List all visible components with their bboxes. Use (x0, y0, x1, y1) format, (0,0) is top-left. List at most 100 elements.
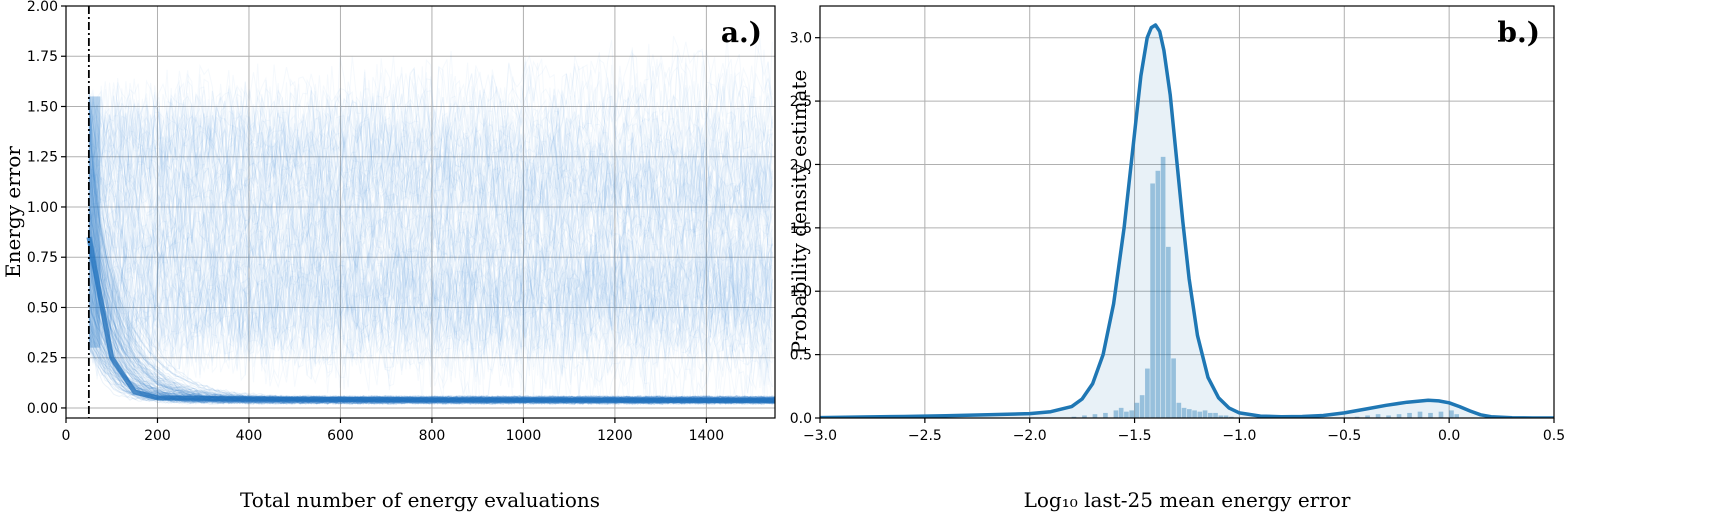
noisy-trace (88, 88, 773, 208)
a-y-tick-label: 0.50 (27, 300, 58, 316)
noisy-trace (88, 213, 773, 315)
noisy-trace (88, 241, 773, 340)
noisy-trace (88, 242, 773, 359)
noisy-trace (88, 113, 773, 206)
noisy-trace (88, 239, 773, 330)
noisy-trace (88, 150, 773, 262)
panel-b-y-ticks: 0.0 0.5 1.0 1.5 2.0 2.5 3.0 (790, 31, 820, 427)
histogram-bar (1213, 412, 1218, 418)
b-x-tick-label: 0.0 (1438, 428, 1460, 444)
b-x-tick-label: −0.5 (1327, 428, 1361, 444)
noisy-trace (88, 282, 773, 406)
noisy-trace (88, 262, 773, 378)
noisy-trace (88, 82, 773, 200)
noisy-trace (88, 261, 773, 376)
converged-trace (88, 256, 775, 405)
noisy-trace (88, 120, 773, 213)
a-y-tick-label: 0.00 (27, 401, 58, 417)
a-x-tick-label: 1000 (506, 428, 542, 444)
a-x-tick-label: 800 (419, 428, 446, 444)
histogram-bar (1160, 156, 1166, 418)
histogram-bar (1124, 411, 1129, 418)
noisy-trace (88, 218, 773, 327)
noisy-trace (88, 267, 773, 389)
noisy-trace (88, 44, 773, 171)
noisy-trace (88, 269, 773, 368)
noisy-trace (88, 287, 773, 385)
converged-trace (88, 326, 775, 400)
panel-a-trace-cloud (86, 34, 775, 406)
noisy-trace (88, 204, 773, 326)
noisy-trace (88, 262, 773, 365)
noisy-trace (88, 52, 773, 168)
noisy-trace (88, 260, 773, 405)
histogram-bar (1092, 414, 1098, 418)
a-x-tick-label: 600 (327, 428, 354, 444)
noisy-trace (88, 263, 773, 364)
histogram-bar (1150, 183, 1155, 418)
noisy-trace (88, 199, 773, 308)
noisy-trace (88, 147, 773, 264)
panel-b-frame (819, 5, 1555, 419)
b-y-tick-label: 3.0 (790, 31, 812, 47)
noisy-trace (88, 156, 773, 281)
noisy-trace (88, 114, 773, 215)
noisy-trace (88, 257, 773, 356)
noisy-trace (88, 176, 773, 293)
a-y-tick-label: 1.75 (27, 49, 58, 65)
noisy-trace (88, 290, 773, 406)
noisy-trace (88, 221, 773, 348)
noisy-trace (88, 106, 773, 239)
noisy-trace (88, 149, 773, 275)
converged-trace (88, 122, 775, 400)
histogram-bar (1396, 414, 1402, 418)
converged-trace (88, 289, 775, 405)
noisy-trace (88, 256, 773, 355)
a-y-tick-label: 2.00 (27, 0, 58, 15)
noisy-trace (88, 268, 773, 362)
noisy-trace (88, 189, 773, 338)
histogram-bar (1386, 415, 1391, 418)
histogram-bar (1454, 414, 1460, 418)
noisy-trace (88, 155, 773, 257)
b-x-tick-label: −2.0 (1013, 428, 1047, 444)
panel-a-y-axis-label: Energy error (1, 146, 25, 278)
noisy-trace (88, 217, 773, 328)
b-y-tick-label: 1.0 (790, 284, 812, 300)
noisy-trace (88, 104, 773, 207)
noisy-trace (88, 142, 773, 235)
noisy-trace (88, 114, 773, 259)
panel-a-frame (65, 5, 776, 419)
noisy-trace (88, 154, 773, 282)
histogram-bar (1407, 412, 1412, 418)
noisy-trace (88, 111, 773, 236)
converged-trace (88, 223, 775, 400)
a-y-tick-label: 0.75 (27, 250, 58, 266)
noisy-trace (88, 265, 773, 388)
converged-trace (88, 346, 775, 400)
b-y-tick-label: 1.5 (790, 221, 812, 237)
noisy-trace (88, 95, 773, 188)
noisy-trace (88, 142, 773, 232)
histogram-bar (1228, 416, 1234, 418)
panel-b-tag: b.) (1497, 16, 1540, 49)
noisy-trace (88, 160, 773, 252)
histogram-bar (1197, 411, 1203, 418)
noisy-trace (88, 257, 773, 375)
noisy-trace (88, 83, 773, 183)
panel-b-kde (820, 23, 1554, 418)
noisy-trace (88, 216, 773, 347)
histogram-bar (1375, 414, 1381, 418)
histogram-bar (1218, 415, 1224, 418)
noisy-trace (88, 148, 773, 256)
panel-a-x-ticks: 0 200 400 600 800 1000 1200 1400 (62, 418, 724, 444)
a-x-tick-label: 200 (144, 428, 171, 444)
noisy-trace (88, 165, 773, 279)
noisy-trace (88, 224, 773, 348)
panel-a-x-axis-label: Total number of energy evaluations (240, 488, 600, 512)
noisy-trace (88, 226, 773, 332)
noisy-trace (88, 41, 773, 166)
histogram-bar (1129, 410, 1134, 418)
histogram-bar (1166, 246, 1171, 418)
noisy-trace (88, 153, 773, 256)
